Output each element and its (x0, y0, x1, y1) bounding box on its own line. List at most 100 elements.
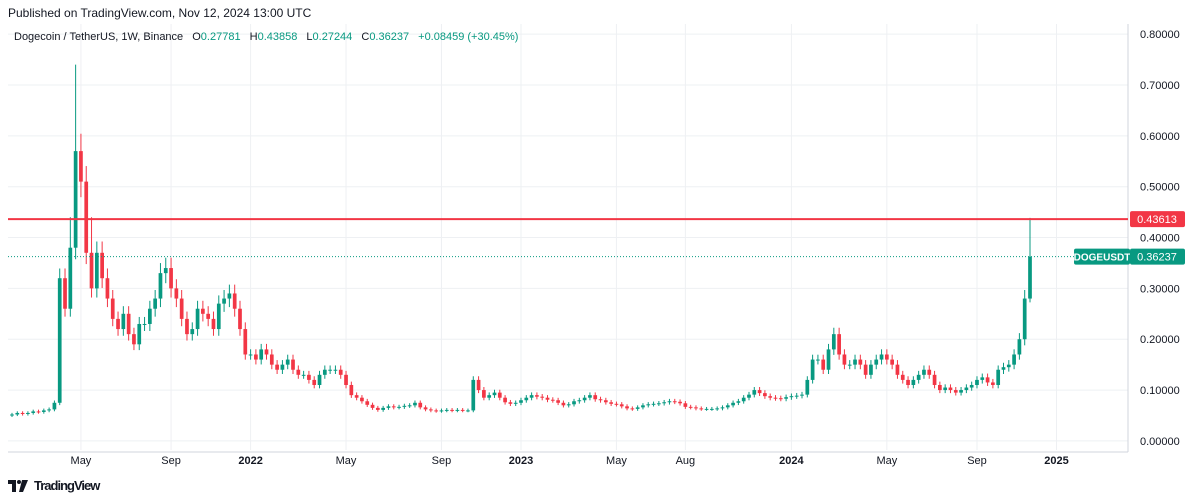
candle-body (190, 329, 195, 335)
symbol-tag (1074, 248, 1130, 265)
change-value: +0.08459 (+30.45%) (418, 31, 519, 43)
candle-body (460, 409, 465, 411)
candle-body (434, 410, 439, 412)
candle-body (672, 401, 677, 403)
candle-body (996, 369, 1001, 385)
candle-body (57, 278, 62, 403)
candle-body (121, 313, 126, 330)
candle-body (646, 404, 651, 406)
candle-body (847, 364, 852, 366)
candle-body (662, 402, 667, 404)
candle-body (699, 408, 704, 410)
candle-body (731, 402, 735, 406)
candle-body (238, 308, 242, 330)
open-label: O (192, 31, 201, 43)
candle-body (609, 402, 613, 404)
candle-body (768, 396, 773, 398)
candle-body (52, 402, 57, 410)
candle-body (280, 364, 285, 370)
symbol-title[interactable]: Dogecoin / TetherUS, 1W, Binance (14, 31, 184, 43)
candle-body (137, 323, 142, 345)
candle-body (789, 396, 794, 398)
candle-body (529, 395, 534, 398)
candle-body (794, 395, 799, 397)
candle-body (163, 268, 168, 274)
symbol-tag-label: DOGEUSDT (1074, 253, 1131, 264)
candle-body (853, 359, 857, 365)
candle-body (413, 402, 417, 406)
y-tick-label: 0.70000 (1140, 80, 1180, 92)
candle-body (41, 410, 46, 412)
candle-body (105, 278, 110, 299)
candle-body (89, 252, 94, 289)
candle-body (94, 252, 99, 289)
symbol-legend: Dogecoin / TetherUS, 1W, Binance O0.2778… (14, 31, 518, 43)
candle-body (291, 359, 295, 370)
candle-body (513, 402, 518, 404)
candle-body (476, 379, 481, 391)
candle-body (784, 397, 788, 399)
candle-body (916, 374, 921, 380)
candle-body (466, 410, 470, 412)
last-price-label: 0.36237 (1137, 252, 1177, 264)
y-tick-label: 0.50000 (1140, 182, 1180, 194)
candle-body (26, 412, 30, 414)
candle-body (455, 409, 460, 411)
candle-body (561, 402, 566, 406)
candle-body (20, 412, 25, 414)
candle-body (953, 390, 958, 393)
candle-body (248, 354, 253, 356)
candle-body (15, 412, 20, 415)
candle-body (10, 414, 14, 416)
high-value: 0.43858 (257, 31, 298, 43)
low-label: L (306, 31, 313, 43)
high-label: H (249, 31, 258, 43)
x-tick-label: Sep (432, 455, 452, 467)
candle-body (938, 384, 942, 391)
tradingview-logo-text: TradingView (34, 478, 100, 493)
candle-body (397, 406, 401, 408)
candle-body (333, 369, 338, 371)
candle-body (715, 408, 720, 410)
candle-body (47, 409, 51, 411)
candle-body (524, 397, 529, 401)
candle-body (831, 334, 836, 350)
candle-body (816, 359, 820, 361)
candle-body (126, 313, 131, 335)
low-value: 0.27244 (312, 31, 353, 43)
candle-body (201, 308, 205, 314)
candle-body (354, 395, 359, 398)
y-tick-label: 0.40000 (1140, 233, 1180, 245)
candle-body (73, 151, 78, 248)
candle-body (185, 318, 189, 335)
candle-body (68, 247, 73, 309)
candle-body (450, 409, 454, 411)
candle-body (948, 387, 953, 391)
candle-body (641, 405, 645, 408)
candle-body (429, 409, 433, 411)
candle-body (667, 401, 672, 403)
y-tick-label: 0.60000 (1140, 131, 1180, 143)
candle-body (418, 402, 423, 408)
candle-body (391, 406, 396, 408)
candle-body (582, 397, 587, 401)
x-tick-label: May (606, 455, 627, 467)
candle-body (943, 387, 948, 391)
candle-body (1006, 364, 1011, 368)
y-tick-label: 0.30000 (1140, 283, 1180, 295)
candle-body (922, 369, 926, 375)
candle-body (625, 406, 629, 409)
candle-body (79, 151, 83, 182)
open-value: 0.27781 (200, 31, 241, 43)
published-caption: Published on TradingView.com, Nov 12, 20… (8, 6, 312, 20)
close-value: 0.36237 (369, 31, 410, 43)
candle-body (688, 406, 693, 408)
candle-body (312, 379, 317, 385)
candle-body (153, 298, 158, 309)
candle-body (174, 288, 179, 299)
candle-body (747, 394, 751, 398)
candle-body (365, 401, 370, 405)
candle-body (980, 377, 985, 380)
resistance-price-tag (1130, 211, 1185, 228)
